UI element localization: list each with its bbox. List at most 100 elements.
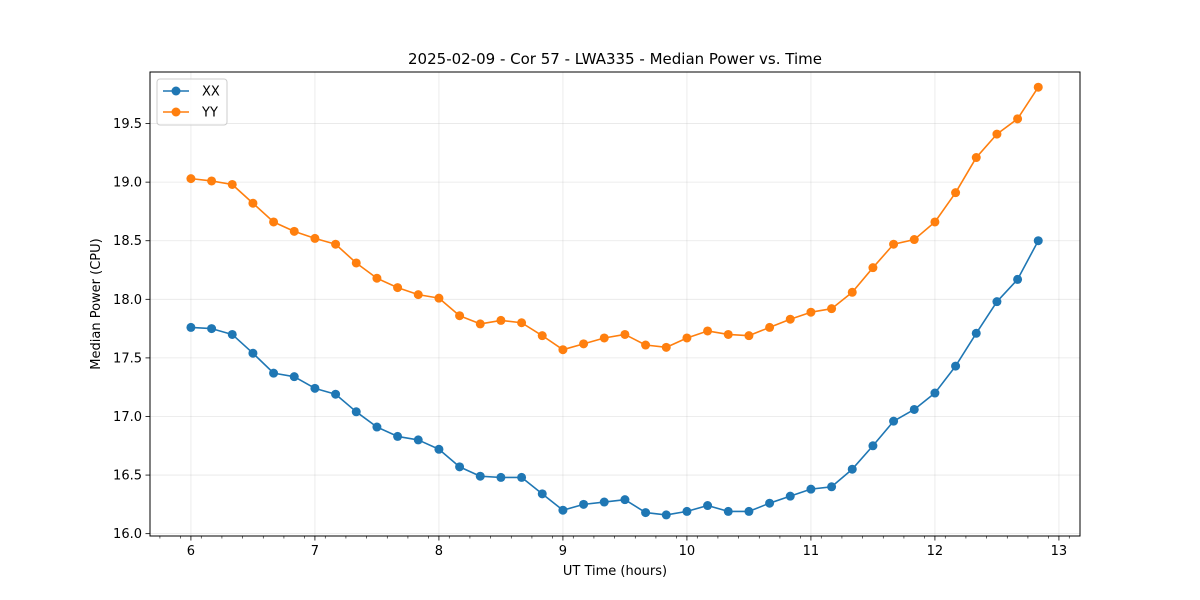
data-point-yy — [413, 290, 423, 300]
data-point-xx — [475, 471, 485, 481]
data-point-yy — [847, 287, 857, 297]
y-axis-label: Median Power (CPU) — [89, 238, 104, 369]
y-axis-ticks: 16.0 16.5 17.0 17.5 18.0 18.5 19.0 19.5 — [113, 117, 150, 542]
x-tick-label: 12 — [927, 544, 944, 559]
data-point-xx — [806, 484, 816, 494]
data-point-xx — [620, 495, 630, 505]
data-point-yy — [620, 329, 630, 339]
grid — [150, 72, 1080, 536]
data-point-xx — [289, 372, 299, 382]
data-point-yy — [889, 239, 899, 249]
series-line-yy — [190, 86, 1039, 351]
y-tick-label: 16.5 — [113, 469, 142, 484]
data-point-yy — [868, 263, 878, 273]
data-point-xx — [641, 508, 651, 518]
legend-label-xx: XX — [202, 85, 220, 100]
data-point-yy — [1013, 114, 1023, 124]
data-point-xx — [372, 422, 382, 432]
data-point-xx — [496, 472, 506, 482]
data-point-xx — [434, 444, 444, 454]
data-point-yy — [372, 273, 382, 283]
series-group — [186, 82, 1043, 520]
data-point-xx — [765, 498, 775, 508]
data-point-xx — [847, 464, 857, 474]
data-point-xx — [413, 435, 423, 445]
data-point-xx — [682, 506, 692, 516]
data-point-xx — [310, 383, 320, 393]
data-point-yy — [289, 226, 299, 236]
data-point-xx — [703, 501, 713, 511]
x-tick-label: 7 — [311, 544, 319, 559]
data-point-xx — [951, 361, 961, 371]
series-line-xx — [190, 240, 1039, 516]
data-point-yy — [331, 239, 341, 249]
data-point-xx — [889, 416, 899, 426]
data-point-xx — [785, 491, 795, 501]
data-point-xx — [517, 472, 527, 482]
data-point-xx — [455, 462, 465, 472]
data-point-yy — [744, 331, 754, 341]
data-point-yy — [661, 342, 671, 352]
series-xx — [186, 236, 1043, 520]
data-point-yy — [248, 198, 258, 208]
data-point-yy — [909, 235, 919, 245]
data-point-xx — [186, 322, 196, 332]
x-tick-label: 11 — [803, 544, 820, 559]
data-point-yy — [393, 283, 403, 293]
data-point-yy — [682, 333, 692, 343]
data-point-yy — [558, 345, 568, 355]
chart-title: 2025-02-09 - Cor 57 - LWA335 - Median Po… — [408, 50, 822, 68]
data-point-yy — [579, 339, 589, 349]
data-point-yy — [351, 258, 361, 268]
data-point-xx — [827, 482, 837, 492]
data-point-xx — [351, 407, 361, 417]
x-tick-label: 10 — [679, 544, 696, 559]
data-point-xx — [661, 510, 671, 520]
legend: XX YY — [156, 78, 228, 126]
x-tick-label: 6 — [187, 544, 195, 559]
data-point-xx — [930, 388, 940, 398]
data-point-yy — [765, 322, 775, 332]
x-tick-label: 13 — [1051, 544, 1068, 559]
data-point-yy — [269, 217, 279, 227]
data-point-yy — [827, 304, 837, 314]
data-point-yy — [930, 217, 940, 227]
x-axis-label: UT Time (hours) — [563, 564, 667, 579]
series-yy — [186, 82, 1043, 355]
data-point-xx — [868, 441, 878, 451]
data-point-yy — [992, 129, 1002, 139]
data-point-yy — [496, 315, 506, 325]
legend-marker-yy — [171, 107, 181, 117]
data-point-yy — [537, 331, 547, 341]
data-point-yy — [475, 319, 485, 329]
y-tick-label: 18.5 — [113, 234, 142, 249]
data-point-yy — [186, 174, 196, 184]
data-point-xx — [331, 389, 341, 399]
x-tick-label: 8 — [435, 544, 443, 559]
y-tick-label: 19.0 — [113, 176, 142, 191]
legend-marker-xx — [171, 86, 181, 96]
data-point-yy — [971, 153, 981, 163]
data-point-xx — [207, 324, 217, 334]
data-point-xx — [227, 329, 237, 339]
data-point-xx — [248, 348, 258, 358]
data-point-yy — [641, 340, 651, 350]
data-point-xx — [971, 328, 981, 338]
data-point-yy — [723, 329, 733, 339]
plot-area — [149, 71, 1081, 537]
data-point-xx — [269, 368, 279, 378]
data-point-yy — [310, 233, 320, 243]
x-tick-label: 9 — [559, 544, 567, 559]
data-point-xx — [723, 506, 733, 516]
data-point-xx — [1033, 236, 1043, 246]
legend-label-yy: YY — [201, 106, 218, 121]
data-point-yy — [517, 318, 527, 328]
data-point-yy — [434, 293, 444, 303]
y-tick-label: 16.0 — [113, 527, 142, 542]
data-point-yy — [785, 314, 795, 324]
data-point-xx — [537, 489, 547, 499]
data-point-xx — [744, 506, 754, 516]
data-point-xx — [909, 404, 919, 414]
